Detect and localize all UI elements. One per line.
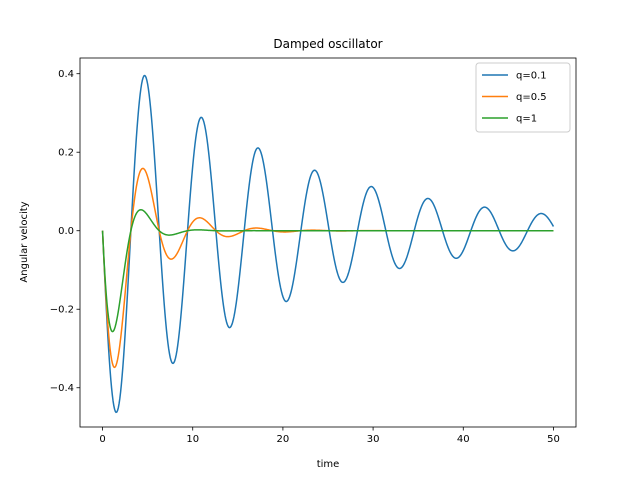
x-tick-label: 20 — [277, 434, 290, 445]
axes-frame — [79, 57, 577, 428]
x-tick-label: 0 — [99, 434, 105, 445]
series-line-3 — [101, 208, 554, 333]
y-tick-label: 0.0 — [58, 226, 74, 237]
series-layer — [101, 74, 555, 414]
y-tick-label: −0.2 — [50, 305, 74, 316]
x-axis-label: time — [317, 459, 340, 470]
series-line-1 — [101, 74, 555, 414]
x-tick-label: 50 — [547, 434, 560, 445]
y-tick-label: 0.2 — [58, 148, 74, 159]
legend-label-1: q=0.1 — [516, 71, 547, 82]
legend: q=0.1 q=0.5 q=1 — [475, 62, 571, 133]
y-axis: −0.4 −0.2 0.0 0.2 0.4 — [50, 69, 80, 394]
y-tick-label: −0.4 — [50, 383, 74, 394]
chart-title: Damped oscillator — [273, 37, 382, 51]
x-tick-label: 40 — [457, 434, 470, 445]
x-tick-label: 10 — [186, 434, 199, 445]
y-axis-label: Angular velocity — [19, 201, 30, 282]
legend-label-2: q=0.5 — [516, 92, 547, 103]
y-tick-label: 0.4 — [58, 69, 74, 80]
legend-label-3: q=1 — [516, 114, 537, 125]
legend-frame — [475, 62, 571, 133]
x-axis: 0 10 20 30 40 50 — [99, 427, 560, 445]
x-tick-label: 30 — [367, 434, 380, 445]
